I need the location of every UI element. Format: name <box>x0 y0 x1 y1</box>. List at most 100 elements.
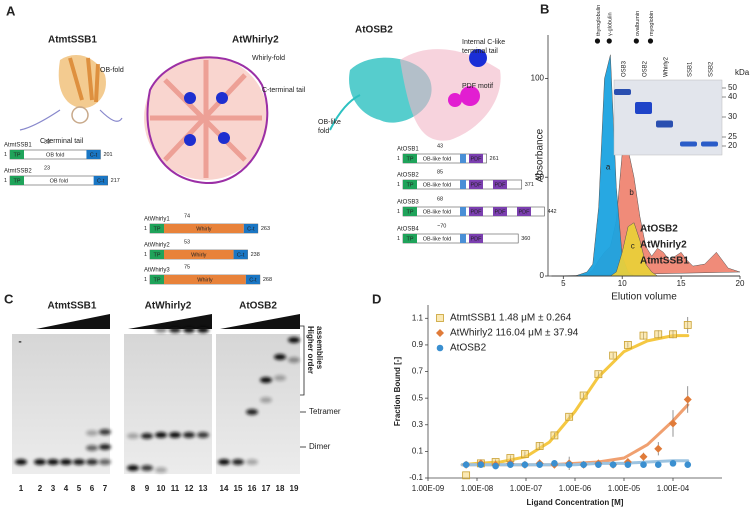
structure-label: fold <box>318 128 329 135</box>
standard-marker <box>633 38 639 44</box>
standard-label: myoglobin <box>649 11 655 36</box>
x-tick-label: 20 <box>736 279 745 288</box>
gel-band <box>60 459 72 465</box>
legend-marker <box>436 344 444 352</box>
gel-band <box>246 459 258 465</box>
domain-core <box>164 275 246 284</box>
domain-label: PDF <box>471 209 483 215</box>
data-point <box>624 461 632 468</box>
data-point <box>654 444 663 453</box>
standard-marker <box>594 38 601 44</box>
gel-band <box>73 459 85 465</box>
domain-label: PDF <box>519 209 531 215</box>
domain-tp-end: 74 <box>184 213 190 219</box>
legend-label: AtWhirly2 <box>640 240 687 251</box>
domain-box <box>460 234 466 243</box>
x-tick-label: 15 <box>677 279 686 288</box>
x-axis-title: Elution volume <box>611 292 677 303</box>
standard-label: ovalbumin <box>635 11 641 36</box>
lane-number: 17 <box>262 484 271 493</box>
gel-marker-label: 50 <box>728 83 737 92</box>
gel-band <box>99 459 111 465</box>
domain-end: 360 <box>521 236 530 242</box>
data-point <box>462 461 470 468</box>
domain-tp <box>403 154 417 163</box>
domain-label: C-t <box>249 277 257 283</box>
data-point <box>521 461 529 468</box>
structure-osb2 <box>329 49 501 141</box>
domain-tp <box>150 250 164 259</box>
legend-label: AtmtSSB1 <box>640 256 689 267</box>
data-point <box>580 461 587 468</box>
data-point <box>594 370 603 379</box>
domain-core <box>164 224 244 233</box>
higher-order-label: assemblies <box>315 326 324 370</box>
gel-band <box>141 465 153 471</box>
domain-name: AtmtSSB2 <box>4 169 32 175</box>
gel-band <box>656 120 673 128</box>
domain-box <box>460 207 466 216</box>
domain-name: AtWhirly3 <box>144 268 170 274</box>
legend-label: AtWhirly2 116.04 μM ± 37.94 <box>450 328 579 339</box>
higher-order-label: Higher order <box>306 326 315 374</box>
domain-end: 268 <box>263 277 272 283</box>
gel-band <box>155 327 167 333</box>
gel-band <box>127 465 139 471</box>
domain-start: 1 <box>144 277 147 283</box>
bracket <box>300 325 305 396</box>
domain-name: AtWhirly1 <box>144 217 170 223</box>
lane-number: 18 <box>276 484 285 493</box>
y-tick-label: 0.7 <box>412 367 424 376</box>
legend-label: AtmtSSB1 1.48 μM ± 0.264 <box>450 313 572 324</box>
data-point <box>521 450 529 458</box>
gel-band <box>614 89 631 95</box>
gel-title: AtmtSSB1 <box>48 301 97 312</box>
domain-box <box>460 154 466 163</box>
domain-label: TP <box>13 152 20 158</box>
domain-label: PDF <box>471 182 483 188</box>
structure-ssb1 <box>19 55 123 131</box>
structure-label: OB-like <box>318 119 341 126</box>
tetramer-label: Tetramer <box>309 407 341 416</box>
lane-number: 12 <box>185 484 194 493</box>
y-axis-title: Absorbance <box>535 128 546 182</box>
panel-label: B <box>540 1 549 16</box>
structure-whirly2 <box>144 56 269 185</box>
domain-label: Whirly <box>191 252 207 258</box>
domain-name: AtWhirly2 <box>144 243 170 249</box>
domain-tp <box>10 150 24 159</box>
domain-tp-end: 75 <box>184 264 190 270</box>
data-point <box>609 461 617 468</box>
domain-pdf <box>493 180 507 189</box>
gel-band <box>232 459 244 465</box>
gel-band <box>288 337 300 343</box>
gel-band <box>680 141 697 147</box>
domain-label: TP <box>406 182 413 188</box>
data-point <box>639 452 648 461</box>
lane-number: 5 <box>77 484 82 493</box>
domain-label: TP <box>153 226 160 232</box>
fit-line <box>460 334 690 467</box>
data-point <box>683 395 692 404</box>
y-tick-label: 0.3 <box>412 420 424 429</box>
standard-marker <box>606 38 612 44</box>
data-point <box>639 331 648 340</box>
x-axis-title: Ligand Concentration [M] <box>527 498 624 507</box>
domain-end: 201 <box>103 152 112 158</box>
domain-start: 1 <box>397 156 400 162</box>
gel-band <box>141 433 153 439</box>
data-point <box>492 462 499 470</box>
gel-band <box>86 445 98 451</box>
domain-name: AtmtSSB1 <box>4 143 32 149</box>
lane-number: 7 <box>103 484 108 493</box>
lane-number: 16 <box>248 484 257 493</box>
gel-band <box>246 409 258 415</box>
data-point <box>535 442 544 450</box>
domain-ct <box>93 176 108 185</box>
data-point <box>536 461 543 468</box>
domain-tp <box>403 234 417 243</box>
data-point <box>654 461 662 468</box>
domain-end: 263 <box>261 226 270 232</box>
domain-start: 1 <box>144 252 147 258</box>
lane-number: 2 <box>38 484 43 493</box>
